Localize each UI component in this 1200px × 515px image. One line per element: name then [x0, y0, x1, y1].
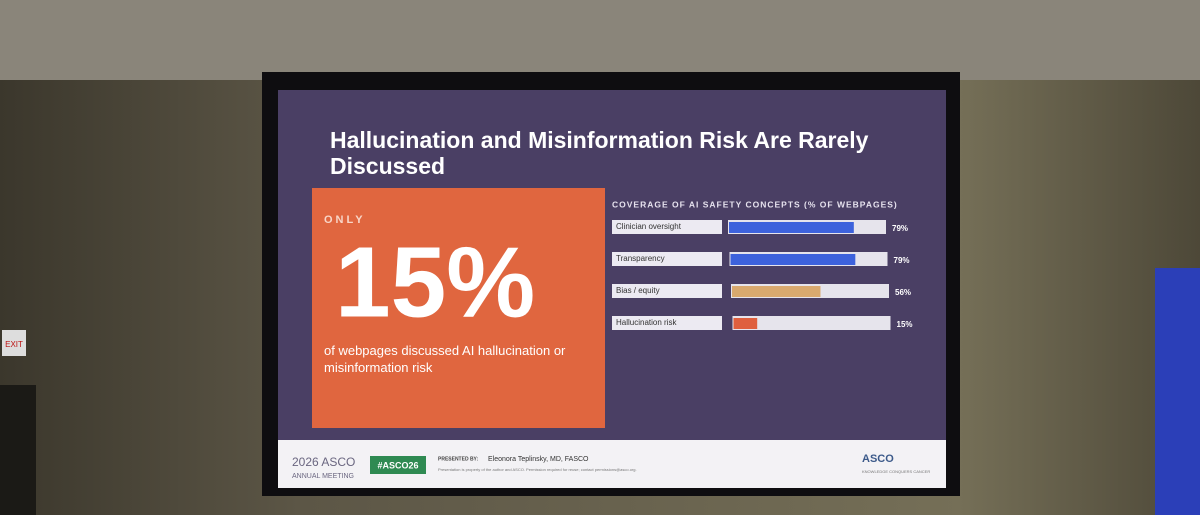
- label-box: [612, 252, 722, 266]
- bar: [729, 222, 854, 233]
- callout-kicker: ONLY: [324, 214, 366, 226]
- category-label: Clinician oversight: [616, 222, 682, 231]
- presenter: Eleonora Teplinsky, MD, FASCO: [488, 456, 589, 463]
- label-box: [612, 284, 722, 298]
- value-label: 79%: [892, 224, 908, 233]
- slide-title: Hallucination and Misinformation Risk Ar…: [330, 127, 869, 179]
- value-label: 15%: [897, 320, 913, 329]
- door: [0, 385, 36, 515]
- bar: [732, 286, 821, 297]
- category-label: Bias / equity: [616, 286, 660, 295]
- asco-logo: ASCO: [862, 453, 894, 465]
- category-label: Transparency: [616, 254, 665, 263]
- bar: [730, 254, 856, 265]
- value-label: 79%: [894, 256, 910, 265]
- meeting-year: 2026 ASCO: [292, 455, 355, 469]
- category-label: Hallucination risk: [616, 318, 677, 327]
- exit-sign: [2, 330, 26, 356]
- hashtag-badge: [370, 456, 426, 474]
- meeting: ANNUAL MEETING: [292, 473, 354, 480]
- exit-text: EXIT: [5, 340, 23, 349]
- presented-by: PRESENTED BY:: [438, 456, 479, 462]
- notice: Presentation is property of the author a…: [438, 467, 637, 472]
- asco-sub: KNOWLEDGE CONQUERS CANCER: [862, 469, 930, 474]
- bar-track: [732, 316, 891, 330]
- callout-text: of webpages discussed AI hallucination o…: [324, 343, 566, 375]
- label-box: [612, 220, 722, 234]
- callout: [312, 188, 605, 428]
- bar: [733, 318, 758, 329]
- callout-number: 15%: [335, 226, 535, 338]
- hashtag: #ASCO26: [377, 460, 418, 470]
- bar-chart: Clinician oversight 79% Transparency 79% Bia…: [612, 220, 913, 330]
- label-box: [612, 316, 722, 330]
- value-label: 56%: [895, 288, 911, 297]
- chart-title: COVERAGE OF AI SAFETY CONCEPTS (% OF WEB…: [612, 199, 898, 209]
- curtain: [1155, 268, 1200, 515]
